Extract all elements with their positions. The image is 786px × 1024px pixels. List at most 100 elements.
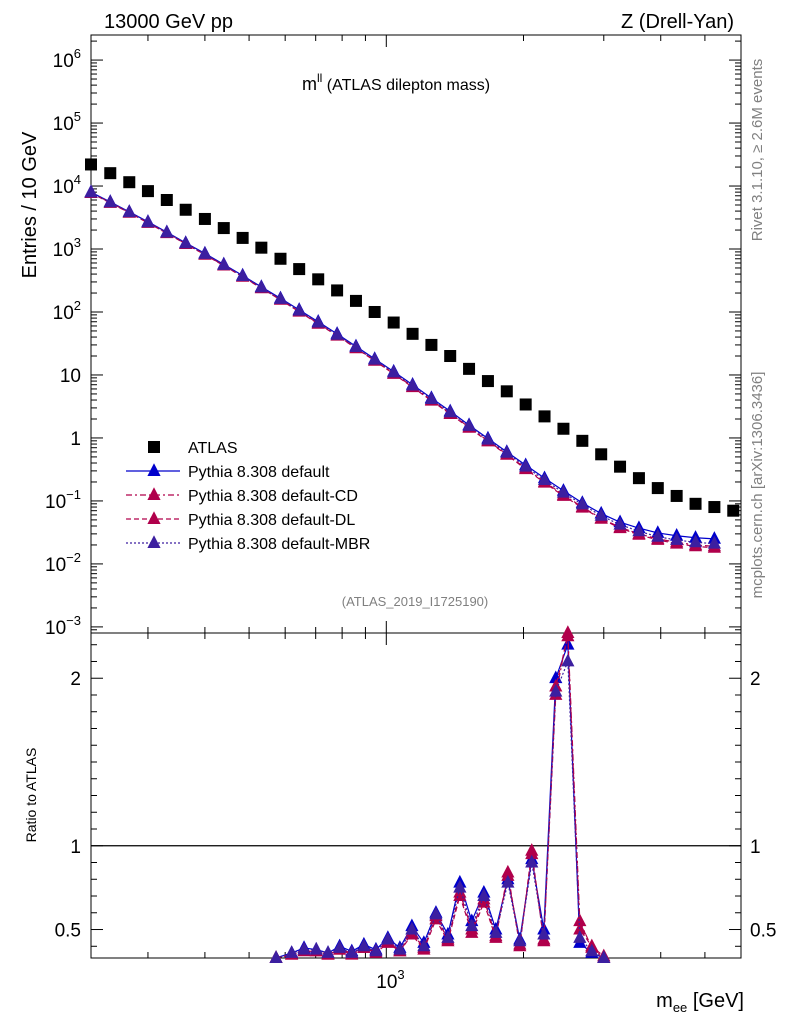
data-point (198, 212, 211, 225)
data-point (198, 246, 212, 259)
y-tick-label: 105 (53, 109, 81, 135)
ratio-point (369, 943, 383, 957)
data-point (217, 257, 231, 270)
rivet-ge: ≥ (749, 145, 766, 153)
data-point (538, 410, 551, 423)
data-point (368, 305, 381, 318)
y-tick-base: 10 (53, 177, 74, 198)
data-point (349, 294, 362, 307)
data-point (500, 385, 513, 398)
series-0 (85, 158, 740, 517)
legend-item: ATLAS (148, 440, 238, 457)
ratio-point (549, 683, 563, 697)
ratio-axis-ticks (91, 633, 742, 958)
ratio-point (573, 930, 587, 943)
legend-marker (147, 535, 161, 548)
data-point (160, 193, 173, 206)
ratio-point (417, 938, 431, 952)
data-point (387, 364, 401, 378)
ratio-line (275, 661, 605, 959)
ratio-point (465, 925, 479, 938)
y-tick-exp: −3 (66, 613, 81, 628)
ratio-point (285, 945, 299, 958)
data-point (444, 350, 457, 363)
data-point (179, 235, 193, 249)
xlabel-m: m (656, 990, 673, 1012)
data-point (85, 158, 97, 171)
data-point (481, 375, 494, 388)
data-point (331, 284, 344, 297)
data-point (613, 516, 627, 530)
mcplots-label: mcplots.cern.ch [arXiv:1306.3436] (749, 372, 766, 599)
x-tick-exp: 3 (397, 967, 404, 982)
main-y-axis-label: Entries / 10 GeV (19, 131, 41, 278)
ratio-y-tick-label-right: 1 (750, 837, 761, 858)
y-tick-label: 102 (53, 298, 81, 324)
ratio-series-1 (269, 625, 611, 963)
data-point (708, 501, 721, 514)
data-point (84, 184, 98, 198)
data-point (557, 422, 570, 435)
ratio-y-tick-label: 1 (70, 837, 81, 858)
ratio-point (297, 941, 311, 955)
ratio-point (393, 941, 407, 955)
data-point (255, 241, 268, 254)
data-point (632, 523, 646, 537)
ratio-y-tick-labels: 0.5 0.5 1 1 2 2 (55, 669, 777, 941)
data-point (670, 489, 683, 502)
y-tick-base: 10 (45, 492, 66, 513)
ratio-point (561, 653, 575, 667)
data-point (273, 291, 288, 304)
data-point (236, 268, 250, 282)
y-tick-exp: 3 (74, 235, 81, 250)
data-point (179, 203, 192, 216)
main-plot-data (84, 158, 740, 553)
ratio-point (585, 943, 599, 957)
analysis-id-label: (ATLAS_2019_I1725190) (342, 594, 488, 609)
ratio-point (525, 843, 539, 856)
y-tick-base: 10 (60, 366, 81, 387)
y-tick-base: 10 (45, 555, 66, 576)
data-point (632, 472, 645, 485)
legend-item: Pythia 8.308 default-MBR (126, 535, 370, 553)
data-point (217, 222, 230, 235)
x-tick-labels: 103 (376, 967, 404, 993)
ratio-point (489, 925, 503, 938)
y-tick-base: 10 (53, 240, 74, 261)
data-point (292, 302, 306, 316)
series-1 (84, 184, 721, 544)
y-tick-base: 10 (53, 114, 74, 135)
y-tick-exp: 5 (74, 109, 81, 124)
data-point (688, 534, 703, 548)
data-point (576, 434, 589, 447)
data-point (312, 273, 325, 286)
title-rest: (ATLAS dilepton mass) (322, 77, 490, 94)
ratio-point (321, 945, 335, 958)
ratio-point (477, 888, 491, 901)
data-point (707, 535, 721, 549)
series-line (90, 192, 715, 549)
ratio-point (453, 879, 467, 893)
data-point (519, 398, 532, 411)
legend-item: Pythia 8.308 default (126, 463, 330, 481)
data-point (123, 176, 136, 189)
main-plot-title: mll (ATLAS dilepton mass) (302, 71, 490, 94)
data-point (651, 482, 664, 495)
y-tick-exp: −2 (66, 550, 81, 565)
legend-label: Pythia 8.308 default (188, 464, 330, 481)
data-point (594, 508, 608, 521)
y-tick-label: 104 (53, 172, 81, 198)
rivet-prefix: Rivet 3.1.10, (749, 153, 766, 241)
ratio-plot-frame (90, 632, 742, 959)
y-tick-base: 10 (45, 618, 66, 639)
ratio-point (333, 940, 347, 953)
y-tick-base: 10 (53, 51, 74, 72)
legend-label: Pythia 8.308 default-DL (188, 512, 355, 529)
ratio-y-tick-label: 0.5 (55, 921, 81, 942)
y-tick-label: 10 (60, 366, 81, 387)
data-point (595, 448, 608, 461)
legend-label: Pythia 8.308 default-MBR (188, 536, 370, 553)
ratio-plot-data (269, 625, 611, 963)
